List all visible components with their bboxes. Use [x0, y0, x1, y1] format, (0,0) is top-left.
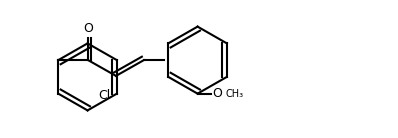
- Text: O: O: [213, 87, 222, 100]
- Text: Cl: Cl: [99, 89, 111, 102]
- Text: CH₃: CH₃: [225, 89, 244, 99]
- Text: O: O: [83, 22, 93, 34]
